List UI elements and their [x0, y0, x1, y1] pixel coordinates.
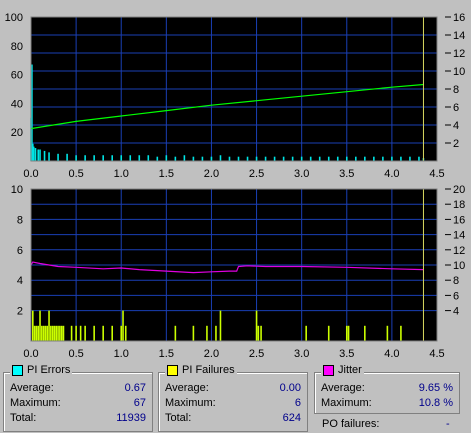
pi-errors-total-value: 11939: [116, 412, 146, 424]
y-right-tick-label: 12: [453, 245, 465, 257]
pi-failures-panel: PI Failures Average: 0.00 Maximum: 6 Tot…: [158, 364, 308, 432]
x-tick-label: 2.0: [204, 168, 219, 180]
y-right-tick-label: 6: [453, 102, 459, 114]
chart-pi-errors: 0.0 0.5 1.0 1.5 2.0 2.5 3.0 3.5 4.0 4.5 16 14 12 10 8 6…: [5, 12, 466, 180]
x-tick-label: 3.5: [339, 168, 354, 180]
y-right-tick-label: 20: [453, 184, 465, 196]
x-tick-label: 1.5: [159, 168, 174, 180]
x-tick-label: 4.0: [384, 168, 399, 180]
pi-failures-maximum-row: Maximum: 6: [165, 397, 301, 411]
y-right-tick-label: 14: [453, 30, 465, 42]
x-tick-label: 1.0: [114, 168, 129, 180]
jitter-maximum-row: Maximum: 10.8 %: [321, 397, 453, 411]
jitter-panel: Jitter Average: 9.65 % Maximum: 10.8 %: [314, 364, 460, 414]
pi-failures-title-text: PI Failures: [182, 364, 235, 376]
x-tick-label: 2.5: [249, 348, 264, 360]
plot-frame: [30, 16, 438, 162]
pi-errors-maximum-label: Maximum:: [10, 397, 61, 409]
pi-errors-maximum-value: 67: [133, 397, 146, 409]
x-tick-label: 0.5: [68, 348, 83, 360]
y-left-tick-label: 80: [11, 41, 23, 53]
pi-failures-average-label: Average:: [165, 382, 209, 394]
y-right-tick-label: 4: [453, 306, 459, 318]
plot-frame: [30, 188, 438, 342]
y-left-tick-label: 60: [11, 70, 23, 82]
y-left-tick-label: 40: [11, 98, 23, 110]
jitter-average-row: Average: 9.65 %: [321, 382, 453, 396]
x-tick-label: 1.0: [114, 348, 129, 360]
series-line: [30, 83, 424, 130]
x-tick-label: 2.5: [249, 168, 264, 180]
pi-failures-total-label: Total:: [165, 412, 192, 424]
y-left-tick-label: 20: [11, 127, 23, 139]
jitter-title-text: Jitter: [338, 364, 362, 376]
jitter-maximum-value: 10.8 %: [418, 397, 453, 409]
pi-failures-maximum-value: 6: [294, 397, 301, 409]
y-right-tick-label: 8: [453, 275, 459, 287]
pi-errors-title-text: PI Errors: [27, 364, 71, 376]
x-tick-label: 4.5: [429, 168, 444, 180]
y-right-tick-label: 16: [453, 12, 465, 24]
pi-errors-average-value: 0.67: [124, 382, 146, 394]
y-right-tick-label: 10: [453, 260, 465, 272]
pi-failures-average-value: 0.00: [279, 382, 301, 394]
y-left-tick-label: 4: [17, 275, 23, 287]
jitter-maximum-label: Maximum:: [321, 397, 372, 409]
y-right-tick-label: 4: [453, 120, 459, 132]
x-tick-label: 3.0: [294, 168, 309, 180]
y-left-tick-label: 2: [17, 306, 23, 318]
x-tick-label: 1.5: [159, 348, 174, 360]
x-tick-label: 0.0: [23, 168, 38, 180]
pi-errors-average-label: Average:: [10, 382, 54, 394]
po-failures-value: -: [446, 418, 450, 430]
pi-errors-average-row: Average: 0.67: [10, 382, 146, 396]
po-failures-label: PO failures:: [322, 418, 380, 430]
series-line: [30, 261, 424, 274]
jitter-average-label: Average:: [321, 382, 365, 394]
pi-failures-total-row: Total: 624: [165, 412, 301, 426]
pi-errors-color-swatch: [12, 364, 23, 376]
pi-errors-total-row: Total: 11939: [10, 412, 146, 426]
y-right-tick-label: 10: [453, 66, 465, 78]
pi-failures-average-row: Average: 0.00: [165, 382, 301, 396]
y-right-tick-label: 12: [453, 48, 465, 60]
y-left-tick-label: 8: [17, 214, 23, 226]
pi-errors-maximum-row: Maximum: 67: [10, 397, 146, 411]
charts-area: 0.0 0.5 1.0 1.5 2.0 2.5 3.0 3.5 4.0 4.5 16 14 12 10 8 6…: [5, 12, 466, 360]
jitter-title: Jitter: [321, 364, 364, 376]
y-left-tick-label: 6: [17, 245, 23, 257]
pi-failures-total-value: 624: [282, 412, 301, 424]
jitter-color-swatch: [323, 364, 334, 376]
pi-failures-title: PI Failures: [165, 364, 237, 376]
pi-errors-total-label: Total:: [10, 412, 37, 424]
pi-errors-panel: PI Errors Average: 0.67 Maximum: 67 Tota…: [3, 364, 153, 432]
x-tick-label: 4.5: [429, 348, 444, 360]
y-right-tick-label: 16: [453, 214, 465, 226]
y-right-tick-label: 18: [453, 199, 465, 211]
y-right-tick-label: 2: [453, 138, 459, 150]
chart-pi-failures-jitter: 0.0 0.5 1.0 1.5 2.0 2.5 3.0 3.5 4.0 4.5 20 18 16 14 12…: [11, 184, 466, 360]
y-right-tick-label: 14: [453, 230, 465, 242]
x-tick-label: 3.0: [294, 348, 309, 360]
x-tick-label: 4.0: [384, 348, 399, 360]
y-left-tick-label: 10: [11, 184, 23, 196]
y-right-tick-label: 6: [453, 290, 459, 302]
x-tick-label: 0.5: [68, 168, 83, 180]
y-right-tick-label: 8: [453, 84, 459, 96]
pi-errors-title: PI Errors: [10, 364, 73, 376]
jitter-average-value: 9.65 %: [418, 382, 453, 394]
pi-failures-color-swatch: [167, 364, 178, 376]
x-tick-label: 2.0: [204, 348, 219, 360]
x-tick-label: 0.0: [23, 348, 38, 360]
pi-failures-maximum-label: Maximum:: [165, 397, 216, 409]
x-tick-label: 3.5: [339, 348, 354, 360]
y-left-tick-label: 100: [5, 12, 23, 24]
